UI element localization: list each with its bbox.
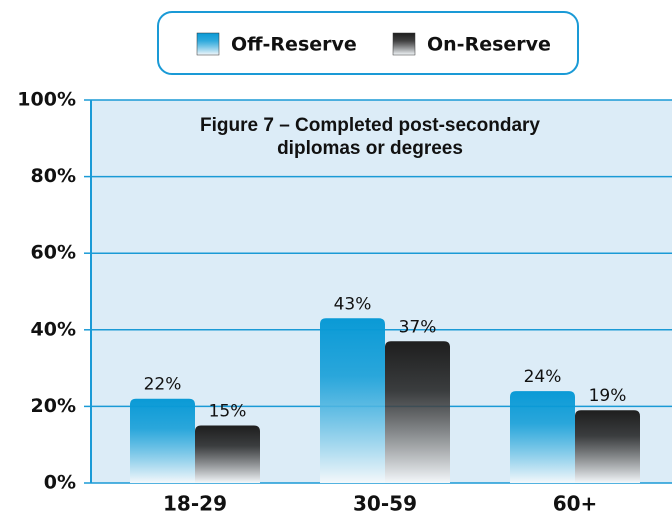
legend-swatch [392,32,416,56]
data-label: 22% [144,375,182,395]
legend-swatch [196,32,220,56]
data-label: 15% [209,402,247,422]
legend-label: Off-Reserve [231,34,357,56]
bar [320,318,385,483]
data-label: 37% [399,317,437,337]
data-label: 24% [524,367,562,387]
chart-title: Figure 7 – Completed post-secondary dipl… [200,115,540,159]
legend-box [157,11,579,75]
bar [385,341,450,483]
x-tick-label: 30-59 [353,492,417,516]
data-label: 19% [589,386,627,406]
data-label: 43% [334,294,372,314]
y-tick-label: 40% [31,318,76,340]
bar [510,391,575,483]
bar [195,425,260,483]
y-tick-label: 20% [31,395,76,417]
y-tick-label: 100% [17,89,76,111]
x-tick-label: 60+ [553,492,598,516]
y-tick-label: 0% [44,472,76,494]
bar [130,398,195,483]
bar [575,410,640,483]
y-tick-label: 80% [31,165,76,187]
legend-label: On-Reserve [427,34,551,56]
x-tick-label: 18-29 [163,492,227,516]
y-tick-label: 60% [31,242,76,264]
